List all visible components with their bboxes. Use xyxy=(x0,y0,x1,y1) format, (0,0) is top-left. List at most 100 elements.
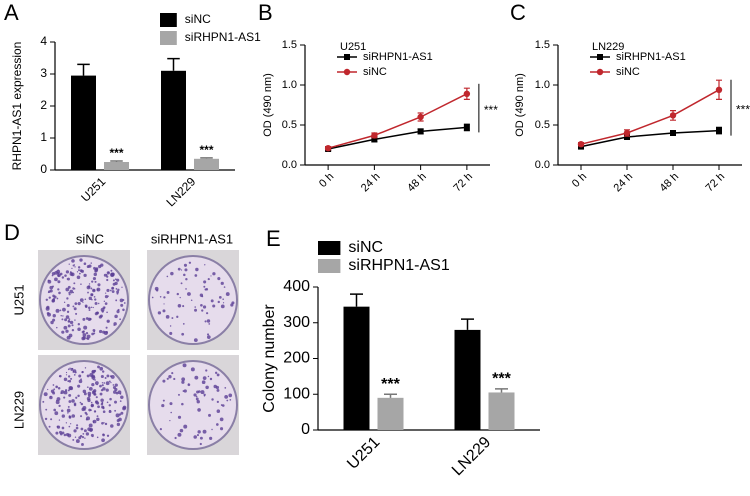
colony xyxy=(70,367,74,371)
colony xyxy=(108,380,111,383)
colony xyxy=(179,428,184,433)
colony xyxy=(56,326,58,329)
colony xyxy=(93,272,97,277)
colony xyxy=(65,270,70,274)
colony xyxy=(101,438,105,443)
colony xyxy=(59,309,62,312)
y-tick-label: 3 xyxy=(40,66,47,80)
colony xyxy=(69,367,71,369)
colony xyxy=(73,264,76,266)
colony xyxy=(74,266,76,268)
significance-label: *** xyxy=(199,143,213,157)
colony xyxy=(201,295,204,298)
error-bar xyxy=(384,393,397,398)
colony xyxy=(63,396,66,399)
colony xyxy=(76,424,79,427)
y-tick-label: 0 xyxy=(301,421,310,438)
colony xyxy=(77,323,81,326)
colony xyxy=(104,294,109,299)
colony xyxy=(106,288,110,293)
legend-label: siRHPN1-AS1 xyxy=(185,30,261,44)
colony xyxy=(108,410,112,414)
colony xyxy=(200,303,203,307)
colony xyxy=(161,403,165,408)
colony xyxy=(114,387,118,392)
colony xyxy=(96,288,99,291)
error-bar xyxy=(77,63,90,76)
colony xyxy=(100,388,104,392)
colony xyxy=(210,275,212,277)
colony xyxy=(103,330,108,335)
colony xyxy=(151,296,154,299)
colony xyxy=(81,371,84,374)
colony xyxy=(105,381,110,386)
colony xyxy=(211,398,214,401)
colony xyxy=(114,278,117,281)
colony xyxy=(199,436,203,440)
marker xyxy=(371,136,378,143)
colony xyxy=(65,329,69,333)
colony xyxy=(182,305,185,308)
colony xyxy=(65,374,68,376)
y-tick-label: 0.5 xyxy=(282,119,297,131)
colony xyxy=(47,279,50,282)
colony xyxy=(219,417,224,422)
colony xyxy=(102,433,105,437)
colony xyxy=(223,286,226,288)
colony xyxy=(78,436,82,440)
colony xyxy=(194,308,198,312)
colony xyxy=(64,274,67,277)
error-bar xyxy=(200,157,213,159)
x-tick-label: 48 h xyxy=(405,171,429,195)
colony xyxy=(181,377,186,382)
colony xyxy=(68,263,70,265)
colony xyxy=(88,408,92,412)
colony xyxy=(120,411,124,415)
colony xyxy=(180,269,183,271)
colony xyxy=(113,322,117,326)
colony xyxy=(92,328,96,332)
colony xyxy=(75,312,78,315)
colony xyxy=(57,280,61,284)
colony xyxy=(162,399,165,402)
colony xyxy=(106,319,110,323)
colony xyxy=(202,376,207,380)
marker xyxy=(577,141,585,148)
colony xyxy=(46,312,50,315)
colony xyxy=(86,416,90,421)
colony xyxy=(176,315,179,318)
colony xyxy=(205,385,209,390)
colony xyxy=(208,413,212,417)
colony xyxy=(185,288,187,290)
colony xyxy=(92,391,95,394)
colony-photos xyxy=(38,250,239,455)
colony xyxy=(80,415,83,418)
colony xyxy=(84,298,87,301)
x-tick-label: 0 h xyxy=(570,171,589,190)
colony xyxy=(93,369,96,372)
colony xyxy=(166,275,169,278)
colony xyxy=(61,276,65,279)
colony xyxy=(83,392,87,396)
colony xyxy=(112,279,115,282)
colony xyxy=(84,437,86,439)
line xyxy=(327,93,468,149)
colony xyxy=(217,300,220,304)
colony xyxy=(122,308,125,312)
colony xyxy=(222,298,224,300)
colony xyxy=(114,409,117,412)
colony xyxy=(86,265,90,269)
colony xyxy=(83,273,87,277)
colony xyxy=(86,285,91,290)
colony xyxy=(76,271,79,273)
colony xyxy=(55,308,60,313)
colony xyxy=(180,282,183,285)
colony xyxy=(188,261,192,264)
colony xyxy=(196,434,199,437)
colony xyxy=(87,391,92,396)
colony xyxy=(187,292,191,296)
colony xyxy=(97,365,100,369)
colony xyxy=(101,384,104,387)
colony xyxy=(91,298,93,301)
colony xyxy=(99,314,103,318)
